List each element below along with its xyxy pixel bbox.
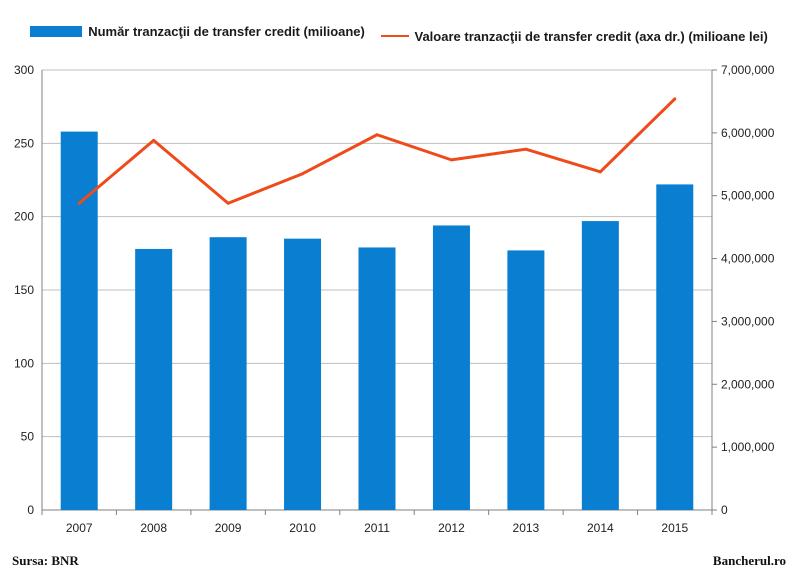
y-right-tick-label: 0	[721, 503, 728, 517]
y-right-tick-label: 2,000,000	[721, 377, 775, 391]
y-left-tick-label: 200	[14, 210, 34, 224]
y-right-tick-label: 7,000,000	[721, 63, 775, 77]
legend-label-bar-series: Număr tranzacţii de transfer credit (mil…	[88, 24, 365, 39]
bar	[656, 184, 694, 510]
x-tick-label: 2011	[364, 521, 390, 535]
y-right-tick-label: 3,000,000	[721, 314, 775, 328]
x-tick-label: 2008	[140, 521, 167, 535]
y-right-tick-label: 4,000,000	[721, 252, 775, 266]
line-point	[449, 158, 453, 162]
x-tick-label: 2013	[513, 521, 540, 535]
bar	[358, 247, 396, 510]
bar	[432, 225, 470, 510]
y-right-tick-label: 6,000,000	[721, 126, 775, 140]
x-tick-label: 2014	[587, 521, 614, 535]
line-point	[301, 172, 305, 176]
line-point	[226, 201, 230, 205]
x-tick-label: 2015	[661, 521, 688, 535]
line-point	[598, 170, 602, 174]
legend-swatch-bar	[30, 26, 83, 37]
bar	[135, 248, 173, 510]
legend-label-line-series: Valoare tranzacţii de transfer credit (a…	[414, 28, 768, 44]
y-left-tick-label: 0	[27, 503, 34, 517]
y-right-tick-label: 5,000,000	[721, 189, 775, 203]
line-point	[524, 147, 528, 151]
bar	[60, 131, 98, 510]
bar	[284, 238, 322, 510]
source-note: Sursa: BNR	[12, 553, 79, 568]
x-tick-label: 2009	[215, 521, 242, 535]
y-left-tick-label: 250	[14, 136, 34, 150]
y-left-tick-label: 300	[14, 63, 34, 77]
y-left-tick-label: 50	[21, 430, 35, 444]
line-point	[375, 133, 379, 137]
y-left-tick-label: 100	[14, 356, 34, 370]
legend-item-bar-series: Număr tranzacţii de transfer credit (mil…	[30, 24, 365, 39]
legend-swatch-line	[380, 35, 409, 37]
line-point	[152, 138, 156, 142]
legend-item-line-series: Valoare tranzacţii de transfer credit (a…	[380, 28, 768, 44]
y-left-tick-label: 150	[14, 283, 34, 297]
x-tick-label: 2010	[289, 521, 316, 535]
x-tick-label: 2012	[438, 521, 465, 535]
bar	[507, 250, 545, 510]
line-point	[77, 201, 81, 205]
line-series	[78, 97, 676, 205]
brand-watermark: Bancherul.ro	[712, 553, 786, 568]
x-tick-label: 2007	[66, 521, 93, 535]
bar	[209, 237, 247, 510]
line-point	[673, 97, 677, 101]
bar	[581, 221, 619, 511]
chart-legend: Număr tranzacţii de transfer credit (mil…	[0, 24, 798, 44]
y-right-tick-label: 1,000,000	[721, 440, 775, 454]
